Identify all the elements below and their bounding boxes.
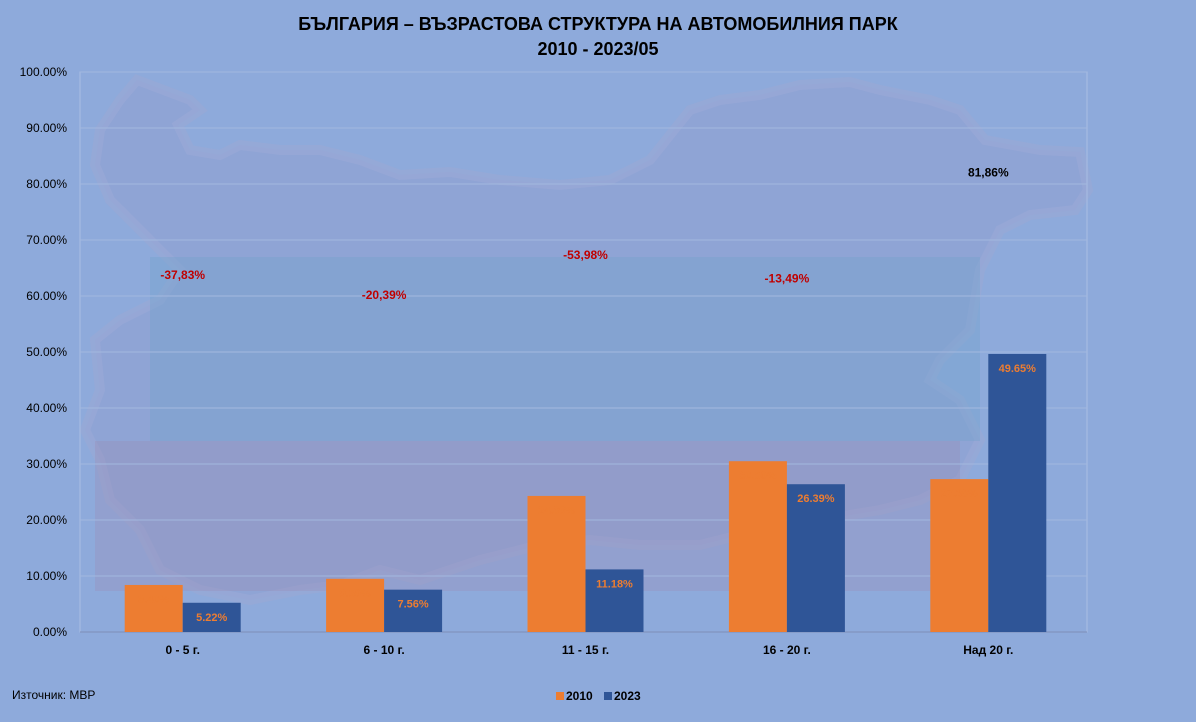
data-label-2023: 11.18%	[596, 578, 633, 590]
legend-label-2023: 2023	[614, 689, 641, 703]
bars	[124, 353, 1047, 632]
change-label: -13,49%	[765, 272, 810, 286]
bar-2023	[988, 353, 1047, 632]
legend-swatch-2010	[556, 692, 564, 700]
x-tick-label: Над 20 г.	[963, 643, 1013, 657]
y-tick-label: 20.00%	[26, 513, 67, 527]
change-label: 81,86%	[968, 166, 1009, 180]
data-label-2010: 9.50%	[339, 588, 370, 600]
data-labels: 8.40% 5.22% -37,83% 9.50% 7.56% -20,39% 24.30%…	[138, 166, 1036, 624]
x-tick-label: 11 - 15 г.	[562, 643, 609, 657]
change-label: -20,39%	[362, 288, 407, 302]
bar-2023	[786, 484, 845, 632]
bar-2023	[384, 589, 443, 632]
change-label: -37,83%	[160, 268, 205, 282]
y-tick-label: 70.00%	[26, 233, 67, 247]
source-note: Източник: МВР	[12, 688, 95, 702]
y-tick-label: 90.00%	[26, 121, 67, 135]
data-label-2010: 24.30%	[538, 505, 576, 517]
chart-subtitle: 2010 - 2023/05	[537, 39, 658, 59]
legend: 2010 2023	[556, 689, 641, 703]
bar-2010	[930, 479, 989, 632]
bar-2023	[182, 602, 241, 632]
y-axis-ticks: 0.00% 10.00% 20.00% 30.00% 40.00% 50.00% 60.00…	[20, 65, 68, 639]
x-tick-label: 6 - 10 г.	[364, 643, 405, 657]
x-tick-label: 16 - 20 г.	[763, 643, 811, 657]
y-tick-label: 50.00%	[26, 345, 67, 359]
chart-title: БЪЛГАРИЯ – ВЪЗРАСТОВА СТРУКТУРА НА АВТОМ…	[298, 14, 898, 34]
y-tick-label: 100.00%	[20, 65, 68, 79]
data-label-2010: 27.30%	[941, 488, 979, 500]
y-tick-label: 40.00%	[26, 401, 67, 415]
y-tick-label: 60.00%	[26, 289, 67, 303]
data-label-2023: 49.65%	[999, 363, 1037, 375]
bar-2010	[527, 495, 586, 632]
x-axis-ticks: 0 - 5 г. 6 - 10 г. 11 - 15 г. 16 - 20 г. Над…	[165, 643, 1013, 657]
data-label-2023: 26.39%	[797, 493, 835, 505]
bar-2010	[326, 578, 385, 632]
y-tick-label: 10.00%	[26, 569, 67, 583]
y-tick-label: 0.00%	[33, 625, 67, 639]
data-label-2023: 7.56%	[397, 599, 428, 611]
legend-label-2010: 2010	[566, 689, 593, 703]
bar-2010	[124, 584, 183, 632]
y-tick-label: 80.00%	[26, 177, 67, 191]
data-label-2010: 8.40%	[138, 594, 169, 606]
data-label-2010: 30.50%	[739, 470, 777, 482]
change-label: -53,98%	[563, 248, 608, 262]
x-tick-label: 0 - 5 г.	[165, 643, 199, 657]
bar-2023	[585, 569, 644, 632]
legend-swatch-2023	[604, 692, 612, 700]
bar-2010	[728, 461, 787, 632]
y-tick-label: 30.00%	[26, 457, 67, 471]
data-label-2023: 5.22%	[196, 612, 227, 624]
